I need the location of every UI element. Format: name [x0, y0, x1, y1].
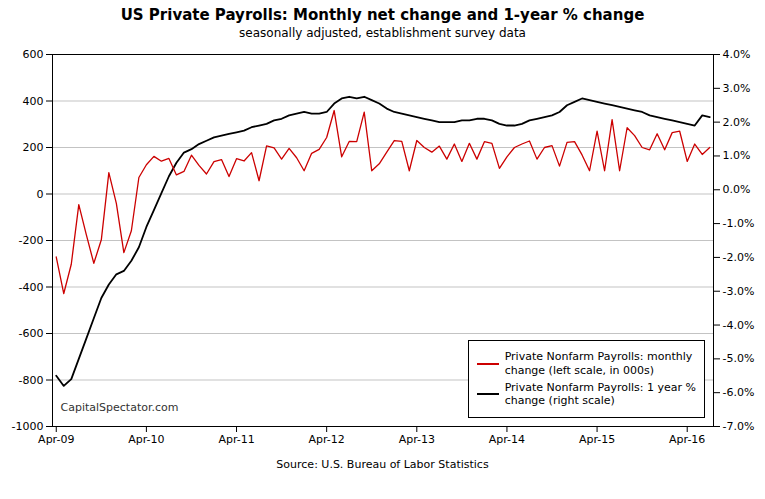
svg-text:Apr-16: Apr-16: [669, 433, 705, 446]
html-text:Source: U.S. Bureau of Labor S: Source: U.S. Bureau of Labor Statistics: [276, 458, 489, 471]
svg-text:0: 0: [37, 188, 44, 201]
svg-text:0.0%: 0.0%: [723, 183, 751, 196]
svg-text:-2.0%: -2.0%: [723, 251, 755, 264]
svg-text:400: 400: [23, 95, 44, 108]
svg-text:-200: -200: [19, 234, 44, 247]
svg-text:Apr-15: Apr-15: [579, 433, 615, 446]
svg-text:CapitalSpectator.com: CapitalSpectator.com: [61, 401, 179, 414]
svg-text:-4.0%: -4.0%: [723, 319, 755, 332]
svg-text:-3.0%: -3.0%: [723, 285, 755, 298]
svg-text:1.0%: 1.0%: [723, 149, 751, 162]
svg-text:600: 600: [23, 48, 44, 61]
svg-text:Apr-11: Apr-11: [218, 433, 254, 446]
svg-text:-6.0%: -6.0%: [723, 386, 755, 399]
svg-text:4.0%: 4.0%: [723, 48, 751, 61]
svg-text:Apr-13: Apr-13: [399, 433, 435, 446]
svg-text:-5.0%: -5.0%: [723, 352, 755, 365]
svg-text:3.0%: 3.0%: [723, 82, 751, 95]
svg-text:-1000: -1000: [12, 420, 44, 433]
svg-text:Apr-14: Apr-14: [489, 433, 525, 446]
html-text:Private Nonfarm Payrolls: 1 ye: Private Nonfarm Payrolls: 1 year % chang…: [504, 380, 696, 408]
svg-text:Apr-09: Apr-09: [38, 433, 74, 446]
svg-text:2.0%: 2.0%: [723, 116, 751, 129]
svg-text:-7.0%: -7.0%: [723, 420, 755, 433]
svg-text:200: 200: [23, 141, 44, 154]
svg-text:-400: -400: [19, 281, 44, 294]
svg-text:-600: -600: [19, 327, 44, 340]
html-text:US Private Payrolls: Monthly n: US Private Payrolls: Monthly net change …: [120, 6, 645, 24]
svg-text:Apr-10: Apr-10: [128, 433, 164, 446]
svg-text:Apr-12: Apr-12: [309, 433, 345, 446]
svg-text:-800: -800: [19, 374, 44, 387]
svg-text:-1.0%: -1.0%: [723, 217, 755, 230]
html-text:Private Nonfarm Payrolls: mont: Private Nonfarm Payrolls: monthly change…: [504, 350, 693, 377]
html-text:seasonally adjusted, establish: seasonally adjusted, establishment surve…: [239, 26, 526, 40]
